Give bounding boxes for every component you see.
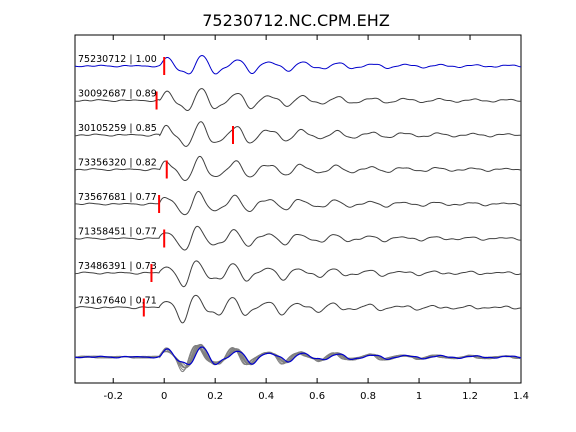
trace-line: [74, 55, 522, 75]
trace-line: [74, 88, 522, 112]
chart-title: 75230712.NC.CPM.EHZ: [202, 11, 390, 30]
x-tick-label: 1.4: [513, 391, 529, 402]
trace-label: 73356320 | 0.82: [78, 158, 157, 169]
trace-line: [74, 155, 522, 182]
trace-line: [74, 190, 522, 216]
x-tick-label: 1: [416, 391, 422, 402]
trace-label: 30092687 | 0.89: [78, 89, 157, 100]
trace-label: 73167640 | 0.71: [78, 296, 157, 307]
x-tick-label: -0.2: [103, 391, 123, 402]
trace-line: [74, 121, 522, 147]
x-tick-label: 0.2: [207, 391, 223, 402]
x-axis: -0.2 0 0.2 0.4 0.6 0.8 1 1.2 1.4: [103, 35, 529, 402]
trace-label: 73567681 | 0.77: [78, 192, 157, 203]
stacked-waveforms: [74, 343, 522, 373]
trace-line: [74, 225, 522, 251]
x-tick-label: 0: [161, 391, 167, 402]
trace-label: 71358451 | 0.77: [78, 227, 157, 238]
trace-row: 30092687 | 0.89: [74, 88, 522, 112]
trace-line: [74, 294, 522, 324]
x-tick-label: 0.6: [309, 391, 325, 402]
x-tick-label: 0.4: [258, 391, 274, 402]
axes-frame: [74, 34, 522, 384]
trace-row: 73486391 | 0.73: [74, 260, 522, 288]
x-tick-label: 0.8: [360, 391, 376, 402]
trace-row: 30105259 | 0.85: [74, 121, 522, 147]
trace-label: 75230712 | 1.00: [78, 54, 157, 65]
trace-row: 75230712 | 1.00: [74, 54, 522, 75]
x-tick-label: 1.2: [462, 391, 478, 402]
trace-label: 73486391 | 0.73: [78, 261, 157, 272]
trace-row: 73167640 | 0.71: [74, 294, 522, 324]
trace-row: 71358451 | 0.77: [74, 225, 522, 251]
trace-row: 73356320 | 0.82: [74, 155, 522, 182]
stack-reference-trace: [74, 346, 522, 366]
trace-label: 30105259 | 0.85: [78, 123, 157, 134]
traces-group: 75230712 | 1.00 30092687 | 0.89 30105259 |…: [74, 54, 522, 324]
trace-line: [74, 260, 522, 288]
trace-row: 73567681 | 0.77: [74, 190, 522, 216]
